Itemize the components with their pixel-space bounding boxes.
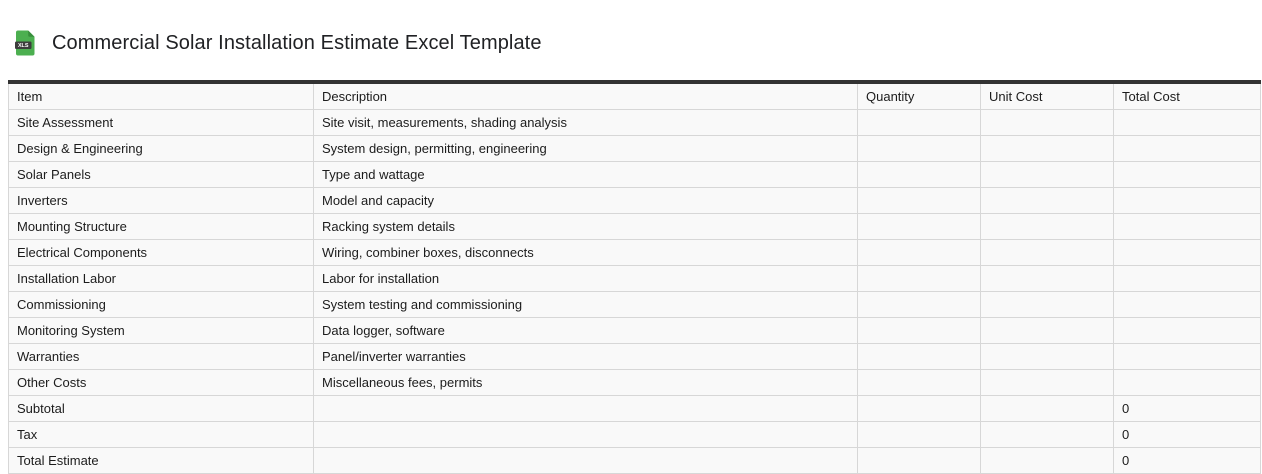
table-row: Mounting Structure Racking system detail… [8,213,1261,240]
table-row: Other Costs Miscellaneous fees, permits [8,369,1261,396]
unit-cost-cell [980,291,1114,318]
description-cell: Panel/inverter warranties [313,343,858,370]
table-row: Installation Labor Labor for installatio… [8,265,1261,292]
quantity-cell [857,213,981,240]
total-cost-cell [1113,343,1261,370]
total-cost-cell: 0 [1113,421,1261,448]
description-cell [313,395,858,422]
page-title: Commercial Solar Installation Estimate E… [52,31,542,54]
description-cell: Miscellaneous fees, permits [313,369,858,396]
quantity-cell [857,291,981,318]
description-cell [313,447,858,474]
total-cost-cell [1113,161,1261,188]
title-bar: XLS Commercial Solar Installation Estima… [14,30,1262,56]
unit-cost-cell [980,447,1114,474]
unit-cost-cell [980,213,1114,240]
quantity-cell [857,369,981,396]
item-cell: Mounting Structure [8,213,314,240]
item-cell: Inverters [8,187,314,214]
description-cell: Site visit, measurements, shading analys… [313,109,858,136]
table-row: Tax 0 [8,421,1261,448]
description-cell: Racking system details [313,213,858,240]
unit-cost-cell [980,161,1114,188]
unit-cost-cell [980,109,1114,136]
total-cost-cell [1113,135,1261,162]
description-cell: System testing and commissioning [313,291,858,318]
description-cell: Labor for installation [313,265,858,292]
description-cell [313,421,858,448]
table-row: Total Estimate 0 [8,447,1261,474]
unit-cost-cell [980,343,1114,370]
description-cell: Type and wattage [313,161,858,188]
table-row: Electrical Components Wiring, combiner b… [8,239,1261,266]
quantity-cell [857,161,981,188]
unit-cost-cell [980,369,1114,396]
quantity-cell [857,447,981,474]
table-row: Site Assessment Site visit, measurements… [8,109,1261,136]
unit-cost-cell [980,421,1114,448]
unit-cost-cell [980,187,1114,214]
column-header-total-cost: Total Cost [1113,81,1261,110]
description-cell: Wiring, combiner boxes, disconnects [313,239,858,266]
xls-file-icon: XLS [15,30,35,56]
table-body: Site Assessment Site visit, measurements… [8,109,1261,474]
table-row: Warranties Panel/inverter warranties [8,343,1261,370]
table-row: Solar Panels Type and wattage [8,161,1261,188]
item-cell: Other Costs [8,369,314,396]
total-cost-cell [1113,239,1261,266]
unit-cost-cell [980,317,1114,344]
total-cost-cell [1113,265,1261,292]
estimate-table: Item Description Quantity Unit Cost Total Co… [8,80,1261,474]
total-cost-cell: 0 [1113,447,1261,474]
item-cell: Design & Engineering [8,135,314,162]
table-header-row: Item Description Quantity Unit Cost Total Co… [8,81,1261,110]
quantity-cell [857,421,981,448]
item-cell: Tax [8,421,314,448]
total-cost-cell [1113,109,1261,136]
item-cell: Subtotal [8,395,314,422]
item-cell: Solar Panels [8,161,314,188]
quantity-cell [857,395,981,422]
total-cost-cell [1113,369,1261,396]
total-cost-cell [1113,317,1261,344]
column-header-quantity: Quantity [857,81,981,110]
quantity-cell [857,343,981,370]
column-header-item: Item [8,81,314,110]
unit-cost-cell [980,395,1114,422]
description-cell: Data logger, software [313,317,858,344]
quantity-cell [857,109,981,136]
total-cost-cell [1113,291,1261,318]
total-cost-cell [1113,187,1261,214]
table-row: Design & Engineering System design, perm… [8,135,1261,162]
item-cell: Commissioning [8,291,314,318]
unit-cost-cell [980,265,1114,292]
column-header-description: Description [313,81,858,110]
unit-cost-cell [980,135,1114,162]
item-cell: Site Assessment [8,109,314,136]
quantity-cell [857,187,981,214]
table-row: Monitoring System Data logger, software [8,317,1261,344]
item-cell: Warranties [8,343,314,370]
table-row: Inverters Model and capacity [8,187,1261,214]
item-cell: Total Estimate [8,447,314,474]
table-row: Commissioning System testing and commiss… [8,291,1261,318]
quantity-cell [857,317,981,344]
quantity-cell [857,239,981,266]
quantity-cell [857,265,981,292]
item-cell: Monitoring System [8,317,314,344]
column-header-unit-cost: Unit Cost [980,81,1114,110]
description-cell: Model and capacity [313,187,858,214]
total-cost-cell: 0 [1113,395,1261,422]
total-cost-cell [1113,213,1261,240]
quantity-cell [857,135,981,162]
xls-icon-label: XLS [18,43,29,49]
unit-cost-cell [980,239,1114,266]
item-cell: Installation Labor [8,265,314,292]
table-row: Subtotal 0 [8,395,1261,422]
description-cell: System design, permitting, engineering [313,135,858,162]
item-cell: Electrical Components [8,239,314,266]
